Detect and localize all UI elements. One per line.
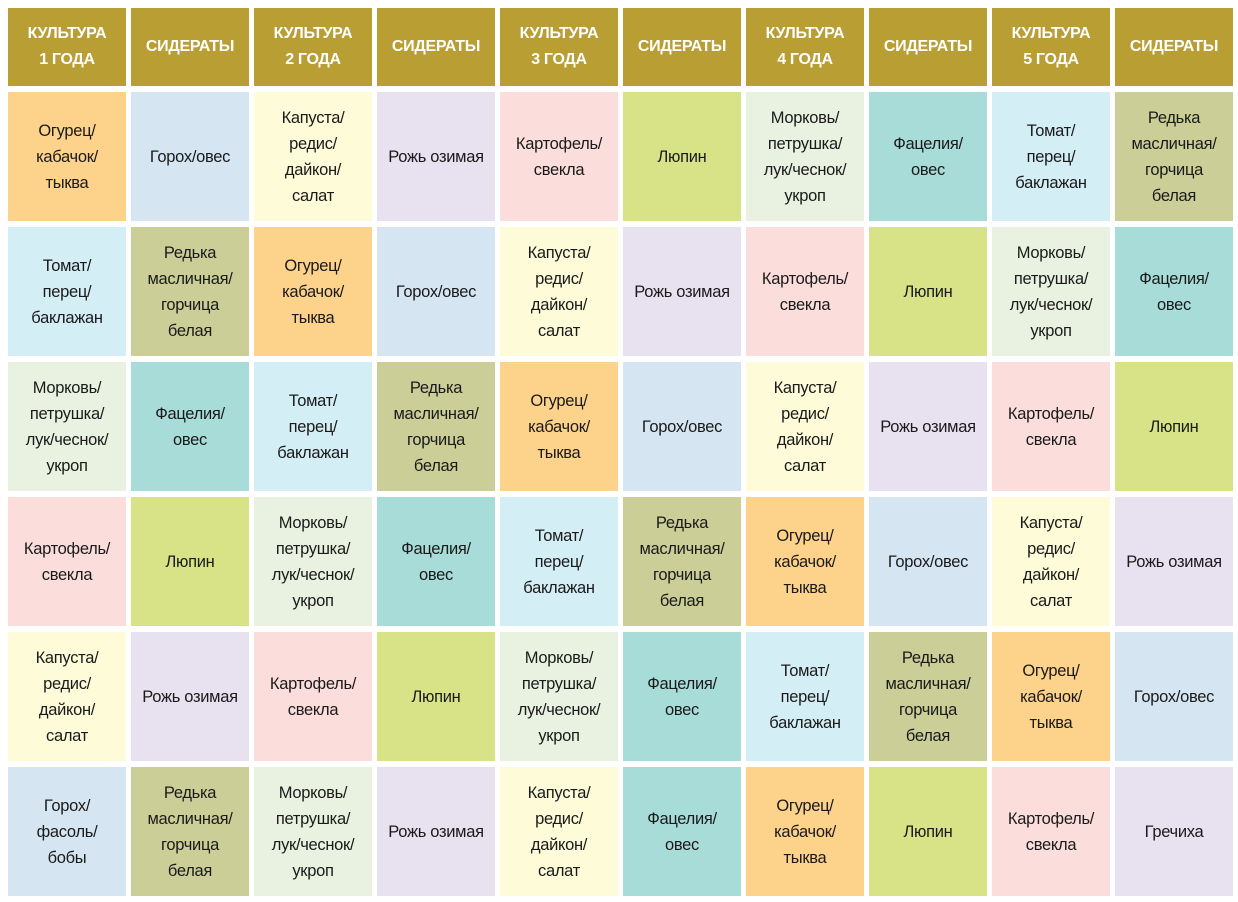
crop-cell-carrot: Морковь/ петрушка/ лук/чеснок/ укроп [8, 362, 126, 491]
green-manure-cell-lupin: Люпин [1115, 362, 1233, 491]
crop-cell-cucumber: Огурец/ кабачок/ тыква [8, 92, 126, 221]
crop-cell-tomato: Томат/ перец/ баклажан [746, 632, 864, 761]
green-manure-cell-phacelia: Фацелия/ овес [869, 92, 987, 221]
header-green-manure: СИДЕРАТЫ [377, 8, 495, 86]
crop-cell-carrot: Морковь/ петрушка/ лук/чеснок/ укроп [254, 767, 372, 896]
header-green-manure: СИДЕРАТЫ [869, 8, 987, 86]
green-manure-cell-buckwheat: Гречиха [1115, 767, 1233, 896]
crop-cell-tomato: Томат/ перец/ баклажан [254, 362, 372, 491]
green-manure-cell-lupin: Люпин [623, 92, 741, 221]
header-green-manure: СИДЕРАТЫ [131, 8, 249, 86]
green-manure-cell-phacelia: Фацелия/ овес [377, 497, 495, 626]
green-manure-cell-peas_oats: Горох/овес [377, 227, 495, 356]
green-manure-cell-peas_oats: Горох/овес [869, 497, 987, 626]
green-manure-cell-rye: Рожь озимая [1115, 497, 1233, 626]
green-manure-cell-peas_oats: Горох/овес [1115, 632, 1233, 761]
green-manure-cell-rye: Рожь озимая [623, 227, 741, 356]
green-manure-cell-radish: Редька масличная/ горчица белая [869, 632, 987, 761]
crop-cell-carrot: Морковь/ петрушка/ лук/чеснок/ укроп [992, 227, 1110, 356]
crop-cell-cucumber: Огурец/ кабачок/ тыква [500, 362, 618, 491]
green-manure-cell-rye: Рожь озимая [131, 632, 249, 761]
green-manure-cell-lupin: Люпин [869, 767, 987, 896]
green-manure-cell-lupin: Люпин [131, 497, 249, 626]
header-crop-year-4: КУЛЬТУРА 4 ГОДА [746, 8, 864, 86]
crop-cell-cabbage: Капуста/ редис/ дайкон/ салат [992, 497, 1110, 626]
crop-rotation-table: КУЛЬТУРА 1 ГОДА СИДЕРАТЫ КУЛЬТУРА 2 ГОДА СИ… [8, 8, 1233, 896]
green-manure-cell-radish: Редька масличная/ горчица белая [1115, 92, 1233, 221]
header-crop-year-1: КУЛЬТУРА 1 ГОДА [8, 8, 126, 86]
green-manure-cell-phacelia: Фацелия/ овес [623, 632, 741, 761]
crop-cell-carrot: Морковь/ петрушка/ лук/чеснок/ укроп [254, 497, 372, 626]
crop-cell-cabbage: Капуста/ редис/ дайкон/ салат [500, 767, 618, 896]
green-manure-cell-phacelia: Фацелия/ овес [1115, 227, 1233, 356]
crop-cell-tomato: Томат/ перец/ баклажан [8, 227, 126, 356]
green-manure-cell-phacelia: Фацелия/ овес [131, 362, 249, 491]
green-manure-cell-rye: Рожь озимая [869, 362, 987, 491]
crop-cell-carrot: Морковь/ петрушка/ лук/чеснок/ укроп [500, 632, 618, 761]
green-manure-cell-radish: Редька масличная/ горчица белая [131, 767, 249, 896]
header-green-manure: СИДЕРАТЫ [623, 8, 741, 86]
crop-cell-cabbage: Капуста/ редис/ дайкон/ салат [500, 227, 618, 356]
crop-cell-tomato: Томат/ перец/ баклажан [500, 497, 618, 626]
crop-cell-potato: Картофель/ свекла [254, 632, 372, 761]
crop-cell-cabbage: Капуста/ редис/ дайкон/ салат [746, 362, 864, 491]
crop-cell-cabbage: Капуста/ редис/ дайкон/ салат [254, 92, 372, 221]
crop-cell-potato: Картофель/ свекла [992, 362, 1110, 491]
header-green-manure: СИДЕРАТЫ [1115, 8, 1233, 86]
green-manure-cell-peas_oats: Горох/овес [623, 362, 741, 491]
crop-cell-cucumber: Огурец/ кабачок/ тыква [746, 497, 864, 626]
green-manure-cell-lupin: Люпин [377, 632, 495, 761]
header-crop-year-2: КУЛЬТУРА 2 ГОДА [254, 8, 372, 86]
crop-cell-cabbage: Капуста/ редис/ дайкон/ салат [8, 632, 126, 761]
crop-cell-cucumber: Огурец/ кабачок/ тыква [992, 632, 1110, 761]
green-manure-cell-radish: Редька масличная/ горчица белая [377, 362, 495, 491]
crop-cell-potato: Картофель/ свекла [992, 767, 1110, 896]
green-manure-cell-peas_oats: Горох/овес [131, 92, 249, 221]
crop-cell-potato: Картофель/ свекла [8, 497, 126, 626]
crop-cell-potato: Картофель/ свекла [500, 92, 618, 221]
crop-cell-cucumber: Огурец/ кабачок/ тыква [746, 767, 864, 896]
crop-cell-cucumber: Огурец/ кабачок/ тыква [254, 227, 372, 356]
green-manure-cell-radish: Редька масличная/ горчица белая [131, 227, 249, 356]
crop-cell-tomato: Томат/ перец/ баклажан [992, 92, 1110, 221]
header-crop-year-5: КУЛЬТУРА 5 ГОДА [992, 8, 1110, 86]
crop-cell-beans: Горох/ фасоль/ бобы [8, 767, 126, 896]
green-manure-cell-phacelia: Фацелия/ овес [623, 767, 741, 896]
green-manure-cell-lupin: Люпин [869, 227, 987, 356]
crop-cell-potato: Картофель/ свекла [746, 227, 864, 356]
green-manure-cell-rye: Рожь озимая [377, 767, 495, 896]
crop-cell-carrot: Морковь/ петрушка/ лук/чеснок/ укроп [746, 92, 864, 221]
header-crop-year-3: КУЛЬТУРА 3 ГОДА [500, 8, 618, 86]
green-manure-cell-rye: Рожь озимая [377, 92, 495, 221]
green-manure-cell-radish: Редька масличная/ горчица белая [623, 497, 741, 626]
